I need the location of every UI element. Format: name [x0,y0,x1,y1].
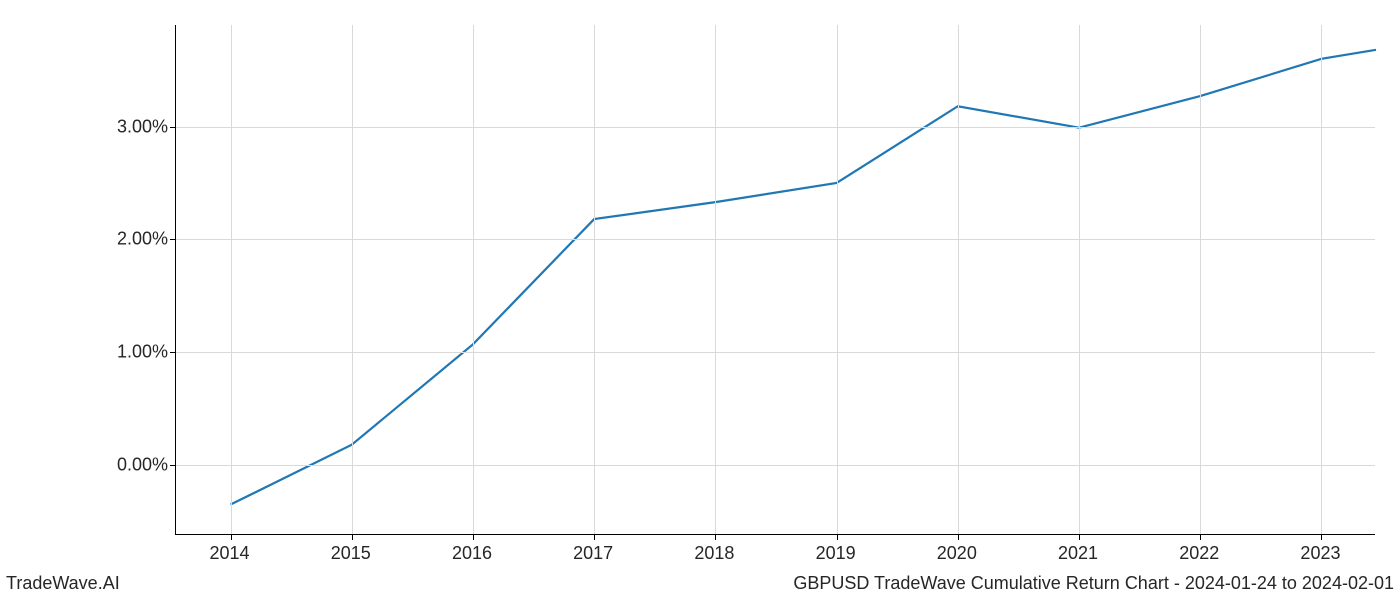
plot-area [175,25,1375,535]
y-axis-tick-label: 2.00% [78,229,168,250]
grid-line-vertical [473,25,474,534]
grid-line-vertical [837,25,838,534]
watermark-left: TradeWave.AI [6,573,120,594]
grid-line-vertical [1079,25,1080,534]
y-tick-mark [170,239,176,240]
x-tick-mark [352,534,353,540]
x-axis-tick-label: 2015 [331,543,371,564]
grid-line-vertical [231,25,232,534]
x-tick-mark [1079,534,1080,540]
line-chart-svg [176,25,1376,535]
x-tick-mark [837,534,838,540]
grid-line-horizontal [176,127,1375,128]
chart-container [175,25,1375,535]
y-tick-mark [170,465,176,466]
x-axis-tick-label: 2022 [1179,543,1219,564]
grid-line-horizontal [176,239,1375,240]
grid-line-horizontal [176,352,1375,353]
grid-line-vertical [1321,25,1322,534]
y-axis-tick-label: 1.00% [78,342,168,363]
y-tick-mark [170,127,176,128]
x-tick-mark [958,534,959,540]
x-tick-mark [594,534,595,540]
x-axis-tick-label: 2019 [816,543,856,564]
cumulative-return-line [231,50,1376,505]
grid-line-vertical [352,25,353,534]
x-axis-tick-label: 2016 [452,543,492,564]
y-axis-tick-label: 0.00% [78,455,168,476]
x-axis-tick-label: 2020 [937,543,977,564]
x-axis-tick-label: 2023 [1300,543,1340,564]
grid-line-vertical [1200,25,1201,534]
x-axis-tick-label: 2017 [573,543,613,564]
x-tick-mark [1200,534,1201,540]
x-tick-mark [473,534,474,540]
grid-line-horizontal [176,465,1375,466]
x-tick-mark [1321,534,1322,540]
chart-caption-right: GBPUSD TradeWave Cumulative Return Chart… [793,573,1394,594]
x-tick-mark [231,534,232,540]
grid-line-vertical [594,25,595,534]
x-tick-mark [715,534,716,540]
x-axis-tick-label: 2021 [1058,543,1098,564]
y-tick-mark [170,352,176,353]
x-axis-tick-label: 2014 [210,543,250,564]
grid-line-vertical [715,25,716,534]
y-axis-tick-label: 3.00% [78,116,168,137]
grid-line-vertical [958,25,959,534]
x-axis-tick-label: 2018 [694,543,734,564]
